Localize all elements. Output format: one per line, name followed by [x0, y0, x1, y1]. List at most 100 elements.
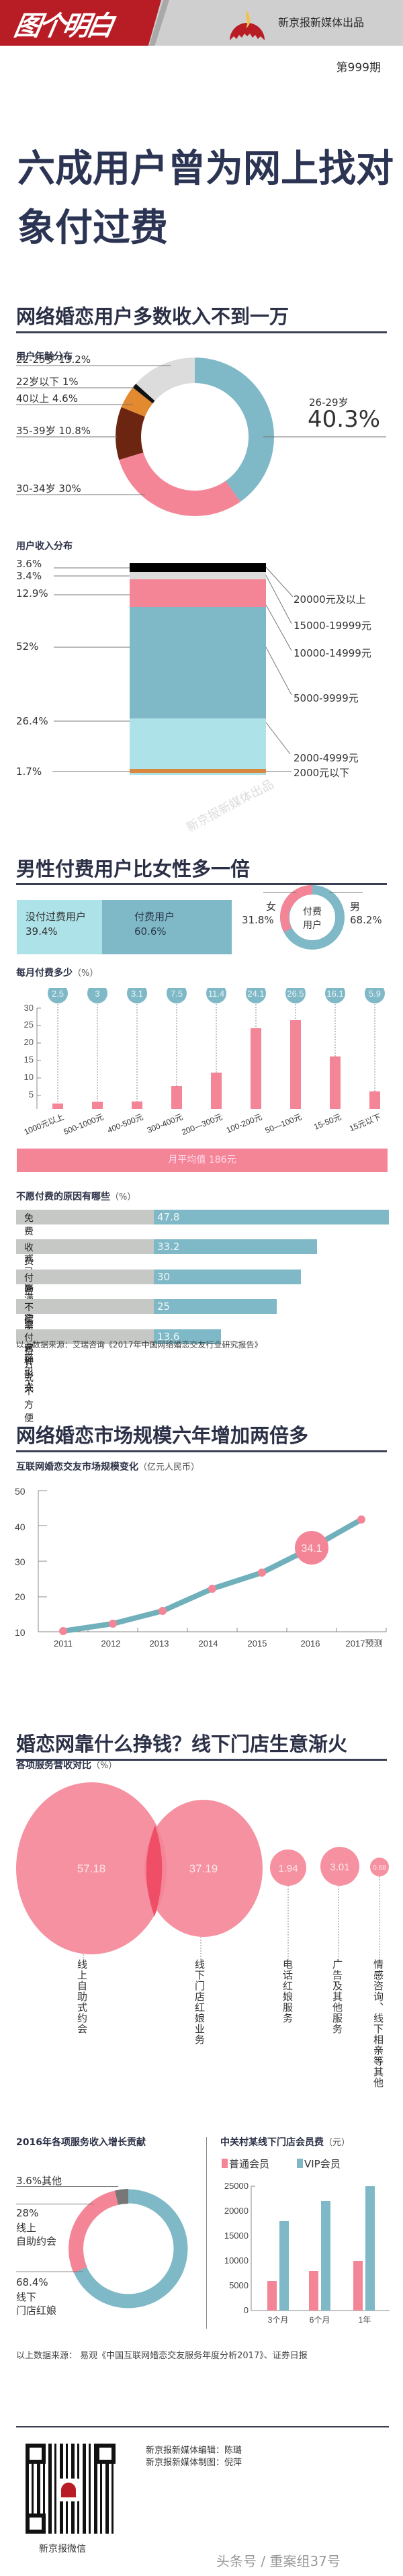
income-seg-under-2000	[130, 769, 266, 773]
male-value: 68.2%	[350, 914, 382, 926]
female-value: 31.8%	[242, 914, 274, 926]
income-range-20000-plus: 20000元及以上	[294, 593, 366, 606]
male-label: 男	[350, 901, 361, 913]
income-pct-5000-9999: 52%	[16, 640, 39, 653]
income-range-5000-9999: 5000-9999元	[294, 692, 359, 704]
platform-watermark: 头条号 / 重案组37号	[216, 2553, 341, 2569]
svg-text:3个月: 3个月	[268, 2315, 289, 2325]
fee-chart-title: 中关村某线下门店会员费（元）	[220, 2135, 350, 2149]
section-title-gender: 男性付费用户比女性多一倍	[16, 858, 251, 880]
svg-text:5: 5	[29, 1089, 34, 1099]
growth-label-other: 3.6%其他	[16, 2175, 62, 2187]
unpaid-users-label: 没付过费用户 39.4%	[26, 911, 87, 938]
svg-text:50—100元: 50—100元	[264, 1112, 303, 1135]
growth-label-offline-2: 门店红娘	[16, 2304, 57, 2317]
age-label-30-34: 30-34岁 30%	[16, 483, 81, 495]
income-seg-5000-9999	[130, 607, 266, 718]
svg-text:2016: 2016	[301, 1638, 320, 1649]
income-seg-10000-14999	[130, 579, 266, 607]
growth-label-online-2: 自助约会	[16, 2235, 57, 2247]
svg-text:5.9: 5.9	[369, 989, 381, 999]
reason-label: 付费方式不方便	[24, 1333, 34, 1424]
reason-bar	[154, 1299, 277, 1314]
membership-fee-bar-chart: 0 5000 10000 15000 20000 25000 3个月 6个月 1年	[224, 2181, 390, 2325]
svg-text:10000: 10000	[224, 2255, 249, 2266]
age-label-35-39: 35-39岁 10.8%	[16, 425, 91, 437]
svg-text:57.18: 57.18	[77, 1862, 106, 1875]
svg-text:7.5: 7.5	[171, 989, 183, 999]
svg-text:3.01: 3.01	[330, 1862, 349, 1873]
section-divider	[16, 1759, 387, 1761]
growth-donut-title: 2016年各项服务收入增长贡献	[16, 2137, 146, 2148]
legend-normal-label: 普通会员	[229, 2158, 270, 2170]
svg-text:50: 50	[15, 1486, 26, 1497]
column-divider	[206, 2137, 207, 2329]
age-donut-chart	[16, 358, 386, 516]
bubble-label-ads-other: 广告及其他服务	[331, 1959, 343, 2034]
gender-donut-center-1: 付费	[303, 907, 322, 917]
section-title-revenue: 婚恋网靠什么挣钱？线下门店生意渐火	[16, 1733, 348, 1755]
age-value-26-29: 40.3%	[308, 406, 381, 433]
fee-unit: （元）	[324, 2138, 351, 2148]
svg-text:2011: 2011	[54, 1638, 73, 1649]
bubble-unit: （%）	[91, 1761, 118, 1771]
wechat-qr-code[interactable]	[26, 2444, 116, 2534]
header-logo-band	[0, 0, 161, 46]
svg-text:15: 15	[24, 1054, 34, 1065]
age-chart-title: 用户年龄分布	[16, 351, 73, 362]
age-label-26-29: 26-29岁	[309, 397, 349, 409]
monthly-chart-title: 每月付费多少（%）	[16, 966, 98, 979]
bubble-title: 各项服务营收对比（%）	[16, 1758, 117, 1772]
svg-text:0.68: 0.68	[373, 1864, 386, 1872]
bjnews-flame-logo-icon	[230, 11, 265, 40]
reason-value: 13.6	[157, 1331, 180, 1343]
gender-donut-chart	[279, 884, 345, 950]
svg-text:26.5: 26.5	[287, 989, 304, 999]
svg-text:25000: 25000	[224, 2181, 249, 2191]
service-revenue-bubble-chart: 57.18 37.19 1.94 3.01 0.68	[16, 1782, 389, 1962]
legend-vip-label: VIP会员	[304, 2158, 341, 2170]
svg-text:37.19: 37.19	[189, 1862, 218, 1875]
reason-value: 30	[157, 1271, 171, 1283]
source-note-iresearch: 以上数据来源：艾瑞咨询《2017年中国网络婚恋交友行业研究报告》	[16, 1340, 263, 1349]
svg-text:15-50元: 15-50元	[312, 1112, 343, 1132]
svg-text:0: 0	[29, 1107, 34, 1109]
svg-text:10: 10	[24, 1072, 34, 1082]
reason-value: 33.2	[157, 1241, 180, 1253]
reasons-unit: （%）	[110, 1192, 136, 1202]
issue-number: 第999期	[336, 61, 381, 75]
market-size-line-chart: 50 40 30 20 10 34.1 2011 2012 2013 2014 2015 20…	[15, 1486, 387, 1649]
section-title-market: 网络婚恋市场规模六年增加两倍多	[16, 1424, 309, 1447]
brand-label: 新京报新媒体出品	[278, 16, 365, 29]
svg-text:200—300元: 200—300元	[180, 1112, 224, 1137]
other-leader-line	[16, 2186, 118, 2187]
svg-text:16.1: 16.1	[326, 989, 343, 999]
growth-label-online-1: 线上	[16, 2222, 37, 2234]
svg-text:40: 40	[15, 1522, 26, 1532]
section-title-income: 网络婚恋用户多数收入不到一万	[16, 305, 289, 328]
income-range-2000-4999: 2000-4999元	[294, 752, 359, 764]
paid-users-label: 付费用户	[134, 911, 175, 923]
svg-text:500-1000元: 500-1000元	[62, 1112, 105, 1136]
svg-text:25: 25	[24, 1020, 34, 1030]
section-divider	[16, 883, 387, 885]
legend-vip-swatch	[297, 2159, 303, 2168]
svg-text:2015: 2015	[248, 1638, 267, 1649]
income-pct-under-2000: 1.7%	[16, 765, 42, 778]
age-label-40-plus: 40以上 4.6%	[16, 392, 78, 405]
reason-bar	[154, 1210, 389, 1224]
svg-text:3: 3	[95, 989, 99, 999]
footer-divider	[16, 2426, 389, 2427]
section-divider	[16, 1450, 387, 1452]
reason-bar	[154, 1239, 317, 1254]
page-title: 六成用户曾为网上找对象付过费	[17, 147, 394, 250]
age-label-22-25: 22-25岁 13.2%	[16, 354, 91, 366]
market-unit: （亿元人民币）	[138, 1462, 200, 1472]
svg-text:30: 30	[24, 1003, 34, 1013]
svg-text:20: 20	[15, 1591, 26, 1602]
section-divider	[16, 331, 387, 333]
column-logo: 图个明白	[11, 10, 114, 42]
bubble-label-online-dating: 线上自助式约会	[76, 1959, 88, 2034]
qr-caption: 新京报微信	[39, 2544, 86, 2554]
svg-text:0: 0	[244, 2305, 249, 2315]
